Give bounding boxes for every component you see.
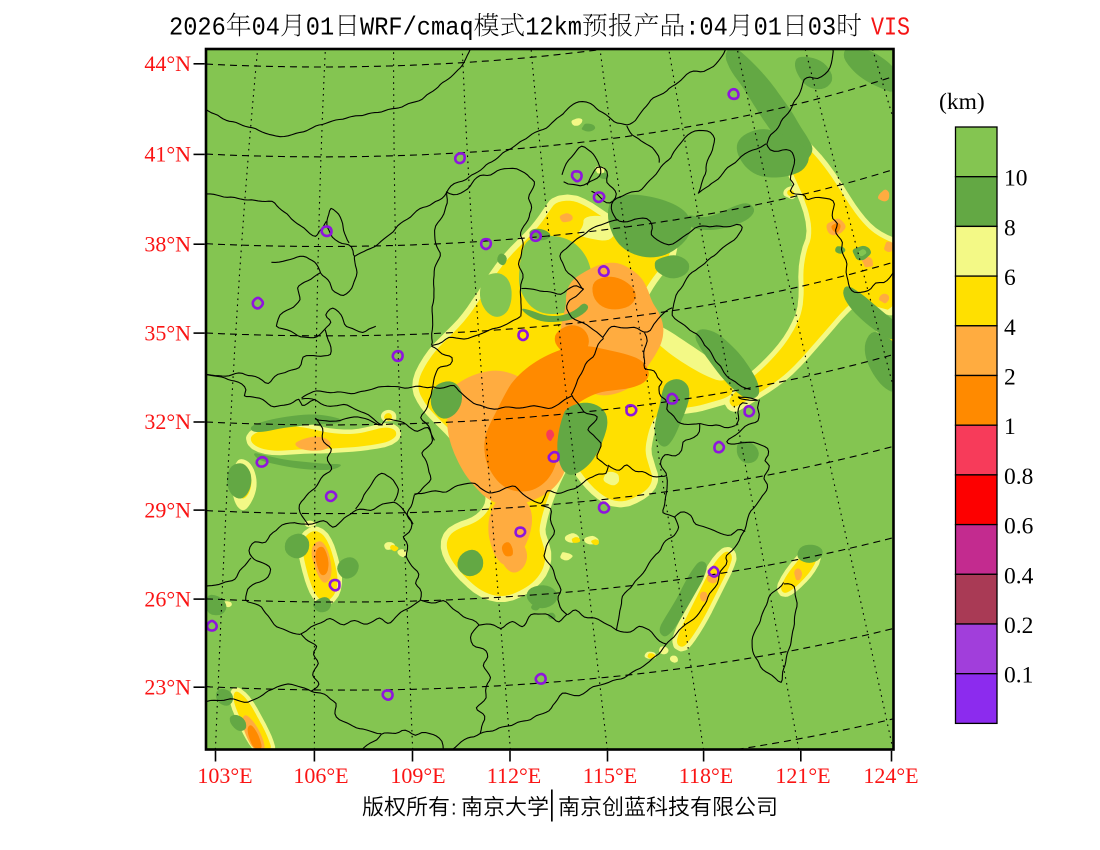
svg-text:04: 04 — [699, 13, 727, 43]
svg-text::: : — [685, 13, 699, 43]
svg-text:4: 4 — [1004, 315, 1016, 341]
svg-text:38°N: 38°N — [144, 231, 191, 256]
svg-text:0.6: 0.6 — [1004, 514, 1034, 540]
svg-text:115°E: 115°E — [583, 763, 637, 788]
svg-text:121°E: 121°E — [775, 763, 830, 788]
svg-text:1: 1 — [1004, 414, 1016, 440]
svg-text:12km: 12km — [525, 13, 582, 43]
svg-text:2026: 2026 — [169, 13, 226, 43]
svg-text:01: 01 — [306, 13, 334, 43]
svg-text:41°N: 41°N — [144, 142, 191, 167]
svg-text:(km): (km) — [939, 89, 985, 115]
svg-text:0.1: 0.1 — [1004, 663, 1033, 689]
svg-text:01: 01 — [754, 13, 782, 43]
svg-text:29°N: 29°N — [144, 497, 191, 522]
svg-text:2: 2 — [1004, 365, 1016, 391]
svg-text:112°E: 112°E — [487, 763, 541, 788]
svg-text:44°N: 44°N — [144, 51, 191, 76]
svg-text:118°E: 118°E — [679, 763, 733, 788]
svg-text:103°E: 103°E — [197, 763, 252, 788]
svg-text::: : — [451, 798, 457, 820]
svg-text:6: 6 — [1004, 265, 1016, 291]
svg-text:03: 03 — [808, 13, 836, 43]
svg-text:10: 10 — [1004, 166, 1028, 192]
svg-text:124°E: 124°E — [863, 763, 918, 788]
svg-text:32°N: 32°N — [144, 409, 191, 434]
svg-text:04: 04 — [252, 13, 280, 43]
svg-text:8: 8 — [1004, 215, 1016, 241]
svg-text:WRF/cmaq: WRF/cmaq — [360, 13, 474, 43]
svg-text:0.2: 0.2 — [1004, 613, 1033, 639]
svg-text:23°N: 23°N — [144, 674, 191, 699]
svg-text:0.4: 0.4 — [1004, 563, 1034, 589]
svg-text:106°E: 106°E — [293, 763, 348, 788]
svg-text:0.8: 0.8 — [1004, 464, 1033, 490]
svg-text:109°E: 109°E — [390, 763, 445, 788]
svg-text:26°N: 26°N — [144, 586, 191, 611]
svg-text:35°N: 35°N — [144, 320, 191, 345]
svg-text:VIS: VIS — [871, 13, 910, 43]
